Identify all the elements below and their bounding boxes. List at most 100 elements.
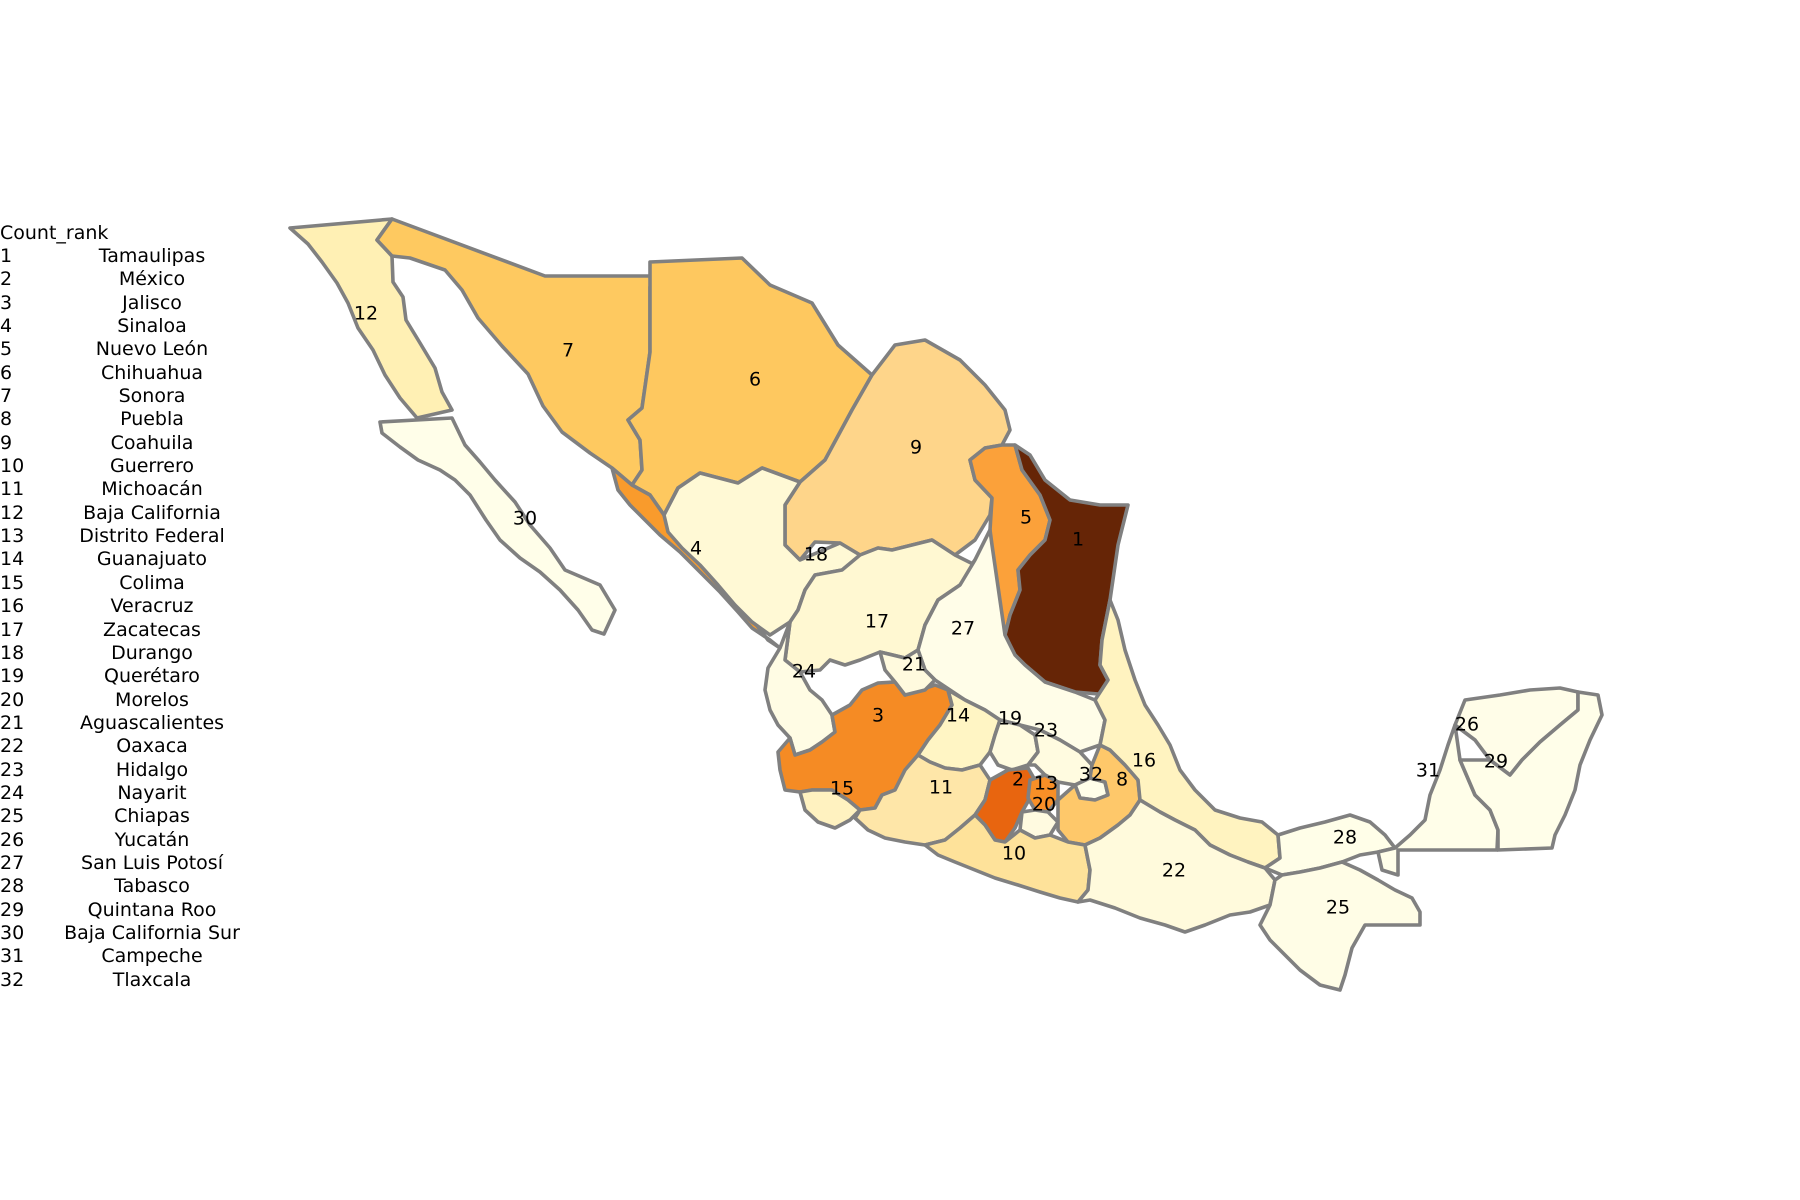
legend-rank: 14 — [0, 548, 25, 571]
legend-state-name: Morelos — [115, 688, 189, 711]
legend-rank: 2 — [0, 268, 13, 291]
legend-state-name: Campeche — [101, 945, 203, 968]
state-rank-label: 25 — [1326, 897, 1350, 919]
state-san-luis-potosi — [916, 528, 1107, 754]
legend-row: 31 Campeche — [0, 945, 260, 968]
legend-row: 3 Jalisco — [0, 292, 260, 315]
legend-rank: 3 — [0, 291, 13, 314]
legend-rank: 12 — [0, 501, 25, 524]
legend-state-name: Sonora — [118, 385, 186, 408]
state-rank-label: 18 — [804, 544, 828, 566]
legend-row: 15 Colima — [0, 572, 260, 595]
legend-state-name: Quintana Roo — [87, 898, 217, 921]
legend-row: 13 Distrito Federal — [0, 525, 260, 548]
legend: Count_rank 1 Tamaulipas 2 México 3 Jalisco 4 Si… — [0, 222, 260, 992]
legend-state-name: Tlaxcala — [112, 968, 192, 991]
legend-row: 9 Coahuila — [0, 432, 260, 455]
legend-rank: 23 — [0, 758, 25, 781]
legend-state-name: Chiapas — [114, 805, 190, 828]
state-quintana-roo — [1458, 690, 1604, 852]
legend-rank: 13 — [0, 525, 25, 548]
legend-rank: 32 — [0, 968, 25, 991]
legend-state-name: Tabasco — [114, 875, 190, 898]
legend-row: 22 Oaxaca — [0, 735, 260, 758]
legend-row: 29 Quintana Roo — [0, 899, 260, 922]
legend-row: 6 Chihuahua — [0, 362, 260, 385]
state-rank-label: 7 — [562, 340, 574, 362]
legend-state-name: Guanajuato — [96, 548, 208, 571]
legend-rank: 29 — [0, 898, 25, 921]
legend-state-name: Yucatán — [114, 828, 190, 851]
legend-state-name: Puebla — [120, 408, 184, 431]
legend-rank: 30 — [0, 921, 25, 944]
legend-row: 20 Morelos — [0, 689, 260, 712]
state-rank-label: 8 — [1116, 769, 1128, 791]
state-distrito-federal — [1026, 773, 1060, 814]
state-rank-label: 1 — [1072, 529, 1084, 551]
legend-row: 26 Yucatán — [0, 829, 260, 852]
legend-row: 16 Veracruz — [0, 595, 260, 618]
legend-state-name: Coahuila — [110, 431, 194, 454]
legend-rank: 31 — [0, 945, 25, 968]
state-rank-label: 22 — [1162, 860, 1186, 882]
state-aguascalientes — [878, 648, 937, 697]
state-baja-california — [288, 217, 454, 420]
legend-state-name: Baja California — [83, 501, 221, 524]
legend-state-name: México — [118, 268, 186, 291]
state-rank-label: 5 — [1020, 507, 1032, 529]
legend-row: 5 Nuevo León — [0, 338, 260, 361]
legend-rank: 24 — [0, 781, 25, 804]
legend-rank: 22 — [0, 735, 25, 758]
legend-state-name: Chihuahua — [100, 361, 204, 384]
legend-state-name: Veracruz — [110, 595, 194, 618]
legend-rank: 27 — [0, 851, 25, 874]
legend-rank: 15 — [0, 571, 25, 594]
legend-rank: 6 — [0, 361, 13, 384]
legend-state-name: Aguascalientes — [79, 711, 225, 734]
legend-state-name: Tamaulipas — [98, 245, 206, 267]
state-baja-california-sur — [378, 416, 617, 636]
state-rank-label: 24 — [792, 661, 816, 683]
legend-row: 24 Nayarit — [0, 782, 260, 805]
legend-rank: 5 — [0, 338, 13, 361]
legend-state-name: Michoacán — [101, 478, 203, 501]
legend-row: 17 Zacatecas — [0, 619, 260, 642]
legend-row: 23 Hidalgo — [0, 759, 260, 782]
legend-row: 30 Baja California Sur — [0, 922, 260, 945]
legend-row: 25 Chiapas — [0, 805, 260, 828]
legend-rank: 17 — [0, 618, 25, 641]
legend-state-name: Sinaloa — [117, 315, 187, 338]
state-rank-label: 27 — [951, 618, 975, 640]
legend-state-name: Baja California Sur — [64, 921, 240, 944]
legend-rank: 8 — [0, 408, 13, 431]
legend-rank: 9 — [0, 431, 13, 454]
legend-row: 1 Tamaulipas — [0, 245, 260, 268]
state-rank-label: 15 — [830, 778, 854, 800]
legend-state-name: Colima — [119, 571, 185, 594]
legend-state-name: Nuevo León — [95, 338, 209, 361]
legend-rank: 25 — [0, 805, 25, 828]
legend-rank: 21 — [0, 711, 25, 734]
state-rank-label: 28 — [1333, 827, 1357, 849]
legend-state-name: Guerrero — [109, 455, 195, 478]
legend-rank: 19 — [0, 665, 25, 688]
state-rank-label: 9 — [910, 437, 922, 459]
legend-state-name: Oaxaca — [116, 735, 188, 758]
legend-rank: 18 — [0, 641, 25, 664]
legend-row: 14 Guanajuato — [0, 548, 260, 571]
state-rank-label: 29 — [1484, 751, 1508, 773]
legend-row: 28 Tabasco — [0, 875, 260, 898]
legend-row: 12 Baja California — [0, 502, 260, 525]
legend-rank: 10 — [0, 455, 25, 478]
legend-row: 2 México — [0, 268, 260, 291]
state-rank-label: 31 — [1416, 760, 1440, 782]
legend-row: 10 Guerrero — [0, 455, 260, 478]
legend-rank: 20 — [0, 688, 25, 711]
legend-row: 21 Aguascalientes — [0, 712, 260, 735]
legend-state-name: Querétaro — [104, 665, 200, 688]
legend-row: 32 Tlaxcala — [0, 969, 260, 992]
legend-rank: 28 — [0, 875, 25, 898]
legend-row: 27 San Luis Potosí — [0, 852, 260, 875]
legend-rank: 7 — [0, 385, 13, 408]
